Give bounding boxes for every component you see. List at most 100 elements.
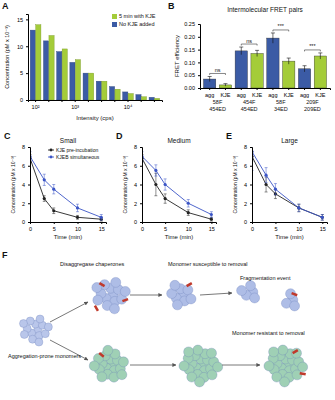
tick: 0 <box>134 219 142 225</box>
monomer <box>269 347 279 357</box>
tick-label: 6 <box>244 163 247 169</box>
monomer <box>103 345 113 355</box>
tick-label: 8 <box>244 144 247 150</box>
panel-label: F <box>2 250 8 260</box>
error-bar <box>303 66 307 72</box>
tick: 0 <box>22 219 30 225</box>
tick-label: 0 <box>141 226 144 232</box>
tick-mark <box>48 100 49 102</box>
tick-mark <box>257 88 258 90</box>
point <box>264 183 267 186</box>
monomer <box>278 345 288 355</box>
legend-label: KJE pre-incubation <box>56 147 98 153</box>
point <box>187 202 190 205</box>
axis: 10² 10³ 10⁴ <box>29 100 163 110</box>
bar <box>128 94 133 100</box>
tick: 6 <box>22 163 30 169</box>
tick: 5 <box>164 222 167 232</box>
point <box>274 188 277 191</box>
tick-mark <box>26 46 28 47</box>
tick: 4 <box>22 182 30 188</box>
axis: 0.000.050.100.150.200.25 <box>184 21 200 91</box>
tick-mark <box>61 100 62 102</box>
point <box>43 197 46 200</box>
axis-line <box>29 101 163 103</box>
axis-title: FRET efficiency <box>174 35 180 77</box>
tick: 0.10 <box>184 60 200 66</box>
legend-swatch <box>50 156 53 159</box>
error-bar <box>239 47 243 55</box>
axis: 051015 <box>29 222 107 232</box>
tick-label: 6 <box>134 163 137 169</box>
tick-label: 0.25 <box>184 21 195 27</box>
tick-label: 10³ <box>71 104 79 110</box>
tick-mark <box>88 100 89 102</box>
tick-label: 0 <box>20 97 23 103</box>
tick: agg <box>300 88 309 98</box>
bar <box>109 87 114 100</box>
tick <box>48 100 49 102</box>
tick-label: 0.15 <box>184 47 195 53</box>
tick-mark <box>140 222 142 223</box>
axis: 051015 <box>17 15 29 104</box>
bar <box>96 81 101 100</box>
chart-title: Medium <box>167 137 190 144</box>
error-bar <box>76 215 79 219</box>
tick: 8 <box>22 144 30 150</box>
diagram-label: Monomer resistant to removal <box>232 330 305 336</box>
tick-mark <box>241 88 242 90</box>
chaperone <box>98 352 104 358</box>
error-bar <box>318 53 322 59</box>
tick: KJE <box>315 88 325 98</box>
monomer <box>184 347 194 357</box>
point <box>52 188 55 191</box>
point <box>100 216 103 219</box>
tick-label: 5 <box>20 70 23 76</box>
tick-mark <box>140 203 142 204</box>
axis: 02468 <box>244 144 253 225</box>
tick: 15 <box>17 17 28 23</box>
monomer <box>206 348 216 358</box>
bar <box>83 73 88 100</box>
monomer <box>19 319 27 327</box>
tick: 10 <box>75 222 81 232</box>
point <box>264 174 267 177</box>
tick-label: 2 <box>244 201 247 207</box>
monomer <box>186 294 196 304</box>
monomer <box>89 361 99 371</box>
tick <box>154 100 155 102</box>
tick-label: 15 <box>320 226 326 232</box>
monomer <box>20 330 28 338</box>
significance-label: *** <box>309 43 316 49</box>
plot-area <box>252 147 324 220</box>
tick-label: 0 <box>244 219 247 225</box>
point <box>210 218 213 221</box>
bar <box>102 81 107 100</box>
tick-mark <box>26 19 28 20</box>
panel-label: C <box>4 131 11 141</box>
point <box>164 197 167 200</box>
axis-line <box>140 148 143 223</box>
point <box>297 206 300 209</box>
chart-title: Small <box>60 137 77 144</box>
tick-mark <box>75 100 76 102</box>
tick-mark <box>26 100 28 101</box>
tick <box>141 100 142 102</box>
bar <box>267 38 279 88</box>
tick-label: 0 <box>134 219 137 225</box>
point <box>52 209 55 212</box>
tick: 0.25 <box>184 21 200 27</box>
tick-label: 10 <box>296 226 302 232</box>
point <box>164 183 167 186</box>
axis-line <box>253 223 328 225</box>
tick-label: KJE <box>315 92 325 98</box>
group-label: 209ED <box>304 106 321 112</box>
tick: 10⁴ <box>124 100 133 110</box>
significance-bracket <box>241 44 257 46</box>
bar <box>136 95 141 100</box>
monomer <box>172 300 182 310</box>
tick: 10³ <box>71 100 79 110</box>
error-bar <box>43 196 46 202</box>
diagram-label: Fragmentation event <box>240 275 291 281</box>
tick: 10² <box>32 100 40 110</box>
